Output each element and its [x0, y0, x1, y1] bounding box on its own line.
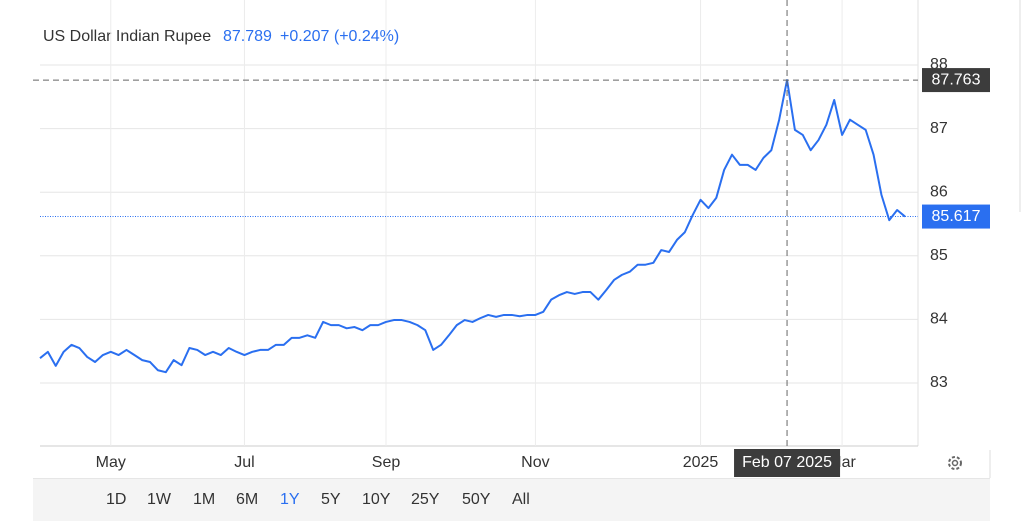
x-tick-label: Jul [234, 454, 254, 471]
y-tick-label: 85 [930, 247, 948, 264]
last-price: 87.789 [223, 28, 272, 45]
range-button[interactable]: 1D [106, 491, 127, 508]
x-tick-label: Sep [372, 454, 401, 471]
range-button[interactable]: 25Y [411, 491, 440, 508]
range-button[interactable]: All [512, 491, 530, 508]
y-tick-label: 86 [930, 183, 948, 200]
range-button[interactable]: 10Y [362, 491, 391, 508]
y-tick-label: 84 [930, 311, 948, 328]
crosshair-y-label: 87.763 [932, 71, 981, 88]
chart-title: US Dollar Indian Rupee [43, 28, 211, 45]
y-tick-label: 87 [930, 120, 948, 137]
range-button[interactable]: 5Y [321, 491, 341, 508]
price-change: +0.207 (+0.24%) [280, 28, 399, 45]
range-button[interactable]: 1M [193, 491, 216, 508]
range-button[interactable]: 1Y [280, 491, 300, 508]
settings-icon[interactable] [948, 456, 962, 470]
range-button[interactable]: 6M [236, 491, 259, 508]
crosshair-x-label: Feb 07 2025 [742, 454, 832, 471]
crosshair-y-box [922, 68, 990, 93]
chart: US Dollar Indian Rupee 87.789 +0.207 (+0… [33, 0, 1021, 478]
last-value-label: 85.617 [932, 208, 981, 225]
range-button[interactable]: 50Y [462, 491, 491, 508]
crosshair-x-box [734, 449, 841, 477]
last-value-box [922, 204, 990, 229]
range-button[interactable]: 1W [147, 491, 171, 508]
x-tick-label: Nov [521, 454, 549, 471]
x-tick-label: 2025 [683, 454, 719, 471]
range-toolbar: 1D 1W 1M 6M 1Y 5Y 10Y 25Y 50Y All [33, 478, 990, 521]
price-line [39, 79, 906, 374]
y-tick-label: 83 [930, 374, 948, 391]
x-tick-label: May [96, 454, 126, 471]
